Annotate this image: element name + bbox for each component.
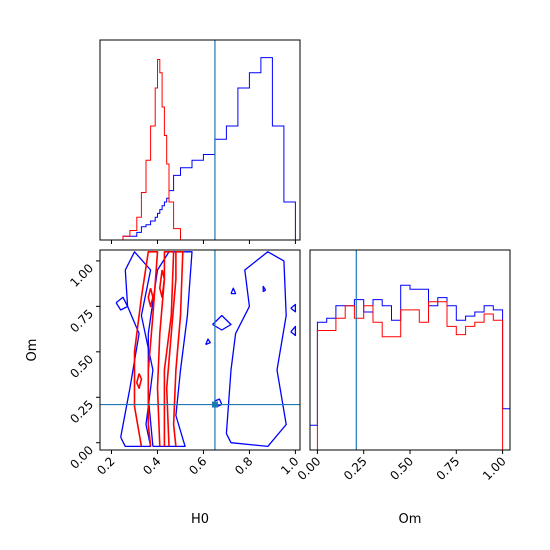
joint-frame [99,249,301,451]
h0-axis-label: H0 [191,512,209,527]
contour-blue [205,338,211,346]
contour-red [136,373,143,389]
om-axis-label: Om [399,512,422,527]
h0-hist-red [122,59,296,241]
contour-blue [230,287,237,295]
truth-marker [211,401,218,408]
contour-red [133,251,159,447]
joint-y-tick-label: 0.75 [67,307,96,336]
contour-red [159,269,166,299]
contour-blue [262,285,267,293]
om-histogram-frame [309,249,511,451]
contour-blue [212,314,232,331]
joint-y-tick-label: 0.50 [67,352,96,381]
contour-blue [147,251,193,448]
joint-h0-om-panel [99,249,301,451]
contour-red [147,288,154,308]
contour-blue [290,303,297,313]
h0-histogram-frame [99,39,301,241]
h0-hist-blue [122,57,296,240]
om-hist-blue [309,284,511,450]
joint-y-tick-label: 0.00 [67,443,96,472]
om-x-tick-label: 1.00 [480,454,509,483]
om-x-tick-label: 0.00 [295,454,324,483]
om-hist-red [310,301,510,451]
joint-x-tick-label: 0.8 [232,454,255,477]
joint-x-tick-label: 0.4 [140,454,163,477]
joint-y-tick-label: 1.00 [67,261,96,290]
om-y-axis-label: Om [25,339,40,362]
om-x-tick-label: 0.50 [387,454,416,483]
contour-red [165,251,184,447]
h0-histogram-panel [99,39,301,241]
om-x-tick-label: 0.75 [434,454,463,483]
contour-blue [115,296,129,311]
om-histogram-panel [309,249,511,451]
joint-y-tick-label: 0.25 [67,397,96,426]
om-x-tick-label: 0.25 [341,454,370,483]
joint-contours [115,251,297,448]
contour-blue [290,325,297,337]
contour-blue [225,251,287,448]
contour-red [156,251,175,447]
joint-x-tick-label: 0.6 [186,454,209,477]
joint-x-tick-label: 0.2 [94,454,117,477]
